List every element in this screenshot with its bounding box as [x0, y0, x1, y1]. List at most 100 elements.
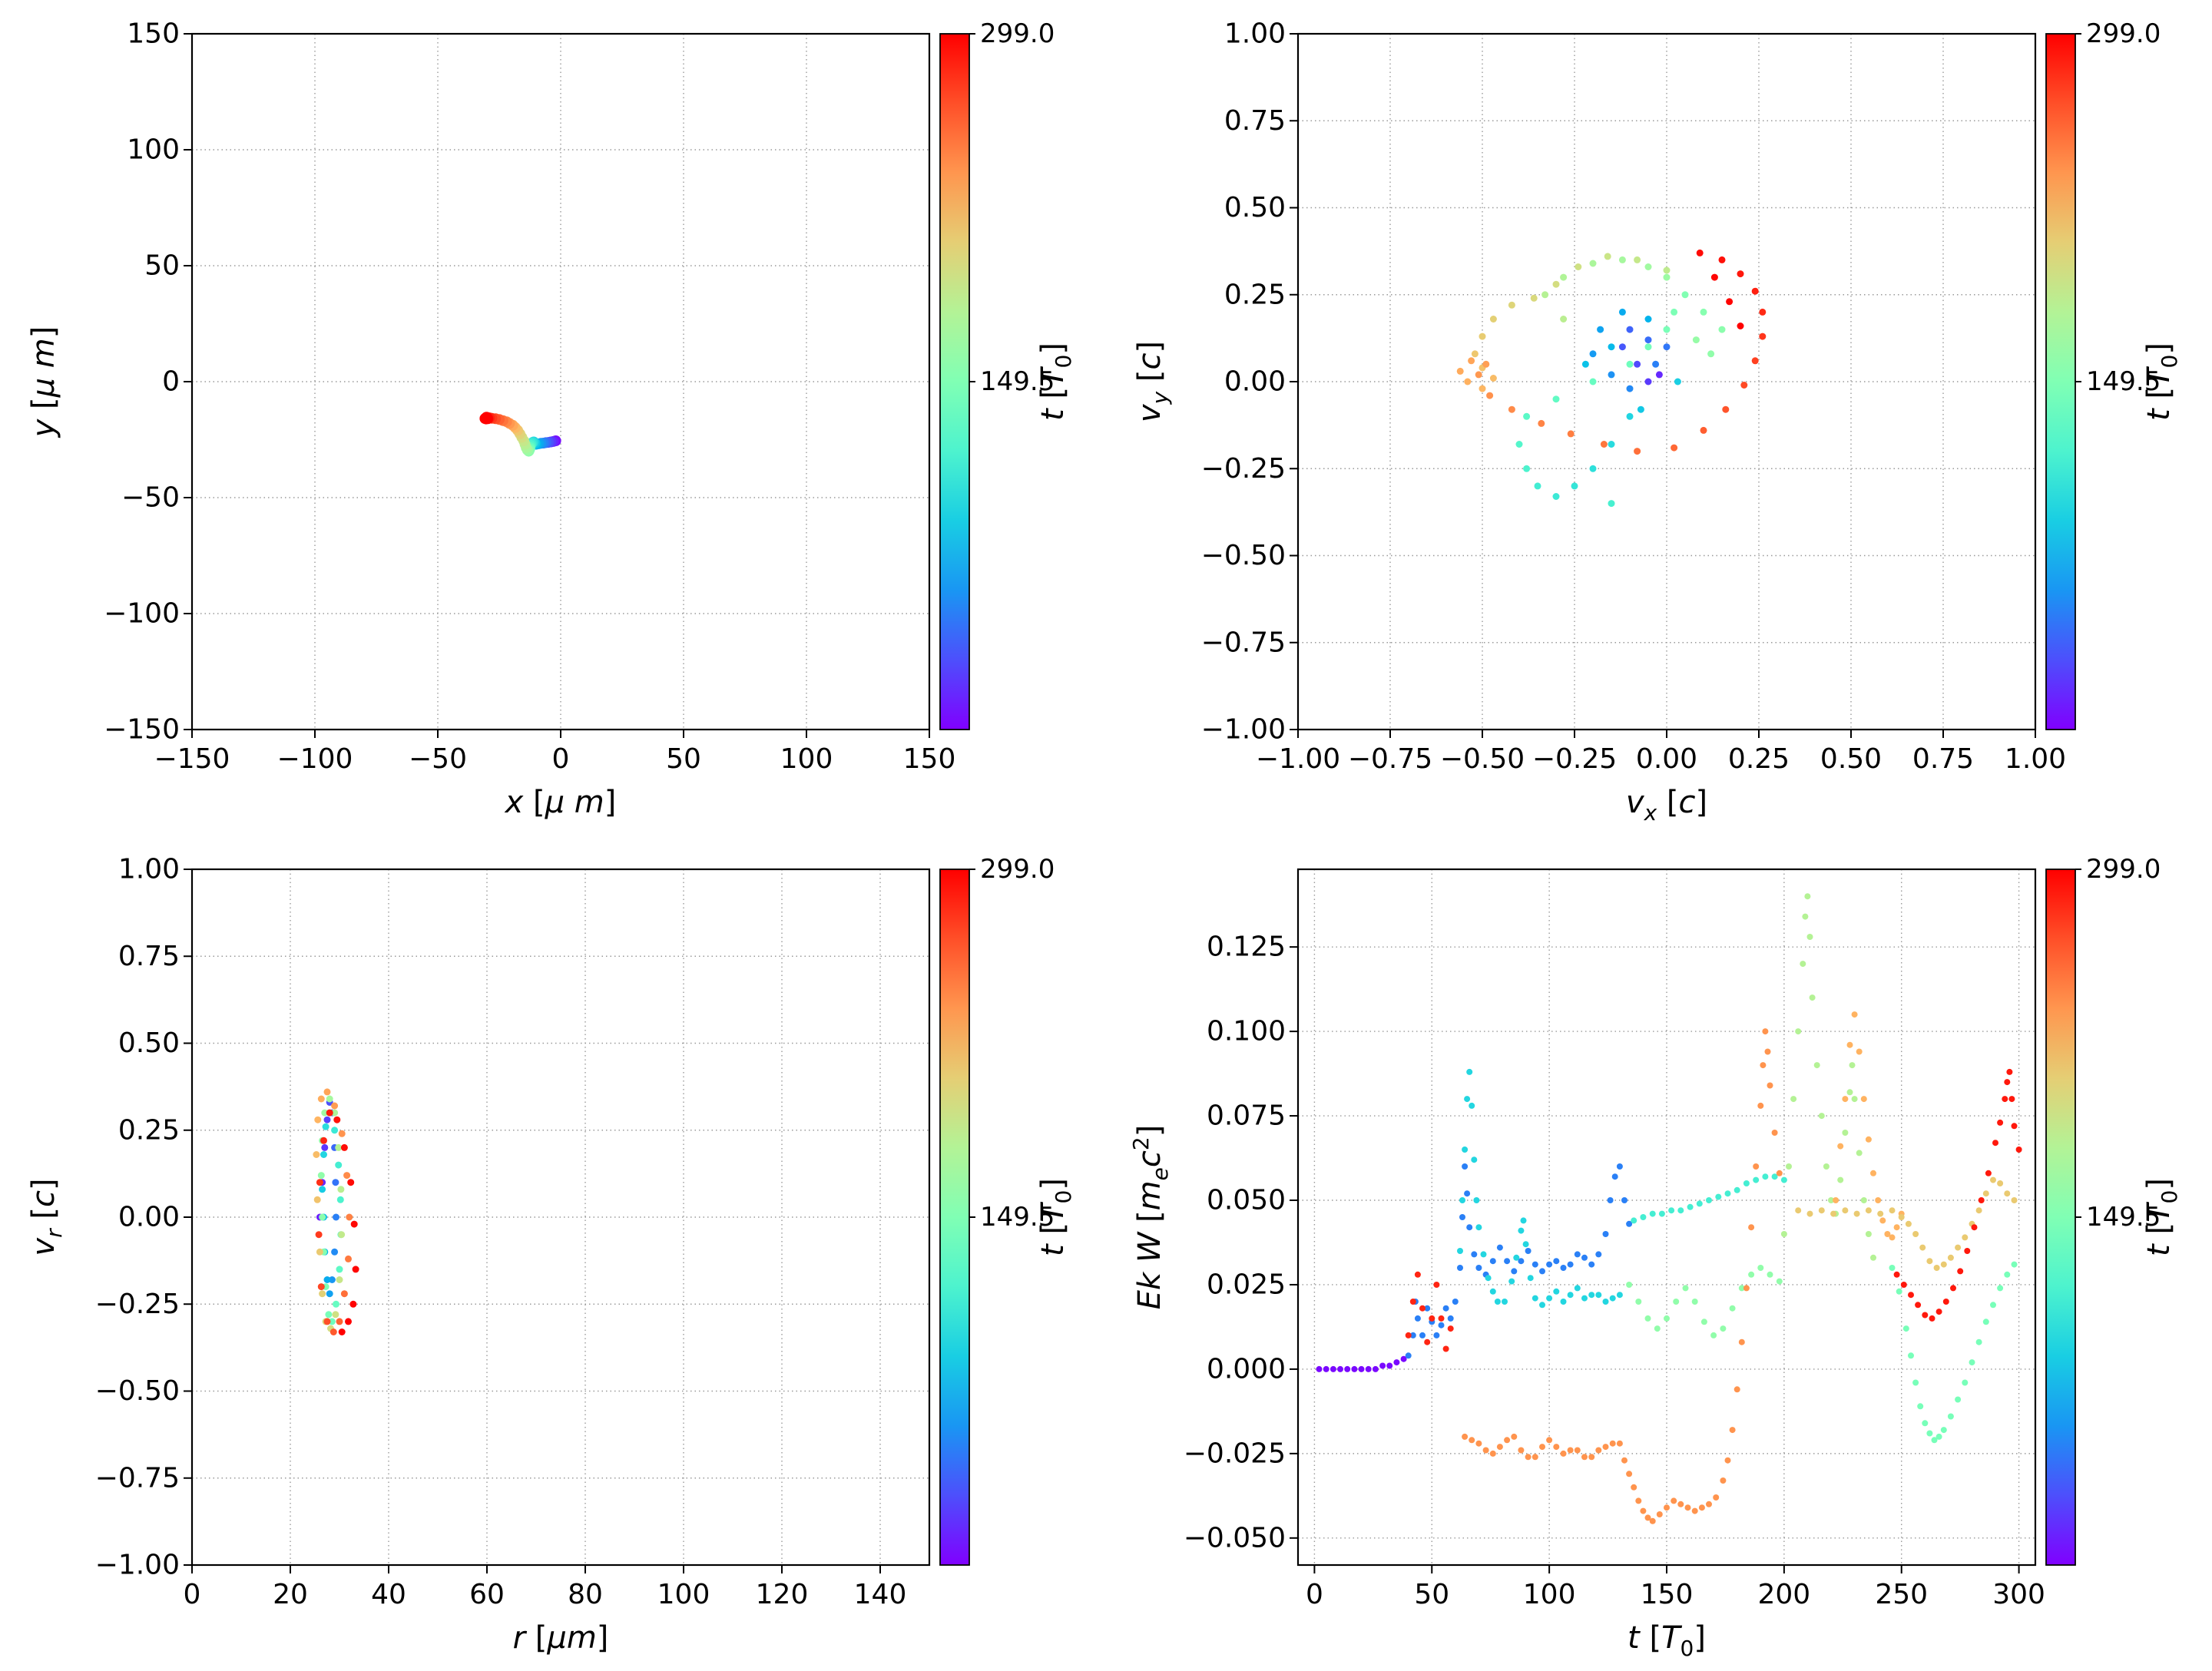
x-tick-label: 0 — [1306, 1579, 1323, 1610]
tick-marks — [1290, 33, 2036, 738]
y-tick-label: 0.25 — [118, 1114, 180, 1146]
y-tick-label: 1.00 — [118, 854, 180, 885]
colorbar-label: t [T0] — [1035, 342, 1076, 421]
tick-labels: 0 50 100 150 200 250 300 −0.050 −0.025 0.000 0.025… — [1184, 931, 2045, 1610]
y-tick-label: 100 — [127, 134, 180, 166]
colorbar-tick-label: 149.5 — [2086, 366, 2161, 397]
tick-marks — [1290, 946, 2020, 1573]
x-tick-label: 0.50 — [1820, 743, 1882, 775]
x-tick-label: −100 — [277, 743, 353, 775]
y-tick-label: 0.000 — [1207, 1353, 1286, 1385]
y-axis-label: y [μ m] — [26, 326, 61, 438]
scatter-points — [1316, 893, 2022, 1524]
subplot-position-xy: −150 −100 −50 0 50 100 150 −150 −100 −50 0 50 100 150… — [0, 0, 1106, 836]
x-tick-label: 50 — [666, 743, 701, 775]
x-tick-label: 120 — [756, 1579, 809, 1610]
x-tick-label: 1.00 — [2005, 743, 2066, 775]
x-tick-label: −50 — [409, 743, 467, 775]
y-tick-label: −1.00 — [1201, 714, 1286, 746]
x-tick-label: 200 — [1758, 1579, 1811, 1610]
chart-energy-time: 0 50 100 150 200 250 300 −0.050 −0.025 0.000 0.025… — [1128, 854, 2182, 1661]
chart-position-xy: −150 −100 −50 0 50 100 150 −150 −100 −50 0 50 100 150… — [26, 18, 1076, 821]
x-tick-label: 40 — [371, 1579, 406, 1610]
x-tick-label: 150 — [903, 743, 956, 775]
y-tick-label: −0.25 — [1201, 453, 1286, 485]
x-tick-label: 100 — [1523, 1579, 1576, 1610]
y-tick-label: 0.025 — [1207, 1269, 1286, 1300]
y-tick-label: 0.25 — [1224, 279, 1286, 310]
colorbar-tick-label: 299.0 — [980, 854, 1055, 885]
tick-labels: −1.00 −0.75 −0.50 −0.25 0.00 0.25 0.50 0.75 1.00… — [1201, 18, 2066, 776]
y-axis-label: vr [c] — [26, 1178, 67, 1256]
y-tick-label: 0.075 — [1207, 1100, 1286, 1132]
y-tick-label: 50 — [144, 250, 180, 282]
x-tick-label: −0.50 — [1440, 743, 1525, 775]
x-tick-label: −1.00 — [1256, 743, 1340, 775]
x-tick-label: −0.75 — [1348, 743, 1432, 775]
x-axis-label: t [T0] — [1628, 1620, 1706, 1661]
y-tick-label: 0.100 — [1207, 1016, 1286, 1047]
y-tick-label: 0.50 — [1224, 192, 1286, 223]
x-tick-label: 0 — [552, 743, 570, 775]
y-axis-label: Ek W [mec2] — [1128, 1125, 1173, 1310]
x-tick-label: 60 — [469, 1579, 505, 1610]
colorbar — [940, 869, 969, 1565]
y-tick-label: −0.75 — [95, 1462, 180, 1494]
y-tick-label: 1.00 — [1224, 18, 1286, 50]
tick-marks — [184, 869, 881, 1573]
scatter-points — [479, 412, 561, 457]
tick-labels: −150 −100 −50 0 50 100 150 −150 −100 −50 0 50 100 150 — [104, 18, 955, 776]
x-tick-label: 140 — [854, 1579, 907, 1610]
x-axis-label: vx [c] — [1626, 785, 1707, 826]
x-axis-label: x [μ m] — [504, 785, 617, 820]
y-tick-label: 0.00 — [118, 1202, 180, 1233]
colorbar-label: t [T0] — [2141, 342, 2182, 421]
y-tick-label: −0.25 — [95, 1289, 180, 1320]
y-tick-label: −100 — [104, 598, 180, 630]
colorbar — [940, 34, 969, 730]
x-tick-label: 150 — [1641, 1579, 1694, 1610]
y-tick-label: 150 — [127, 18, 180, 50]
chart-r-vr: 0 20 40 60 80 100 120 140 −1.00 −0.75 −0.50 −0.25 0.… — [26, 854, 1076, 1656]
colorbar — [2046, 869, 2075, 1565]
y-tick-label: −0.75 — [1201, 627, 1286, 658]
y-tick-label: 0.050 — [1207, 1185, 1286, 1216]
x-axis-label: r [μm] — [513, 1620, 609, 1656]
colorbar-tick-label: 299.0 — [2086, 18, 2161, 49]
subplot-r-vr: 0 20 40 60 80 100 120 140 −1.00 −0.75 −0.50 −0.25 0.… — [0, 836, 1106, 1671]
subplot-velocity-xy: −1.00 −0.75 −0.50 −0.25 0.00 0.25 0.50 0.75 1.00… — [1106, 0, 2212, 836]
x-tick-label: 80 — [568, 1579, 603, 1610]
colorbar-label: t [T0] — [1035, 1178, 1076, 1256]
x-tick-label: 300 — [1992, 1579, 2045, 1610]
y-tick-label: −150 — [104, 714, 180, 746]
y-tick-label: 0.75 — [1224, 105, 1286, 137]
y-tick-label: 0.50 — [118, 1027, 180, 1059]
x-tick-label: 0.75 — [1912, 743, 1974, 775]
x-tick-label: 20 — [273, 1579, 308, 1610]
colorbar-label: t [T0] — [2141, 1178, 2182, 1256]
colorbar-tick-label: 299.0 — [2086, 854, 2161, 885]
chart-velocity-xy: −1.00 −0.75 −0.50 −0.25 0.00 0.25 0.50 0.75 1.00… — [1132, 18, 2182, 826]
y-tick-label: 0 — [162, 366, 180, 398]
x-tick-label: −150 — [154, 743, 230, 775]
scatter-points — [1456, 249, 1767, 508]
gridlines — [1298, 869, 2035, 1565]
colorbar-tick-label: 149.5 — [980, 366, 1055, 397]
y-tick-label: −50 — [121, 482, 180, 514]
tick-marks — [184, 33, 930, 738]
subplot-energy-time: 0 50 100 150 200 250 300 −0.050 −0.025 0.000 0.025… — [1106, 836, 2212, 1671]
x-tick-label: 0 — [184, 1579, 201, 1610]
y-tick-label: 0.75 — [118, 941, 180, 972]
colorbar-tick-label: 299.0 — [980, 18, 1055, 49]
y-tick-label: −0.50 — [95, 1375, 180, 1407]
x-tick-label: 50 — [1414, 1579, 1449, 1610]
x-tick-label: 250 — [1875, 1579, 1928, 1610]
x-tick-label: 100 — [657, 1579, 710, 1610]
y-tick-label: 0.00 — [1224, 366, 1286, 398]
x-tick-label: 100 — [780, 743, 833, 775]
y-tick-label: 0.125 — [1207, 931, 1286, 963]
colorbar — [2046, 34, 2075, 730]
y-tick-label: −0.025 — [1184, 1438, 1286, 1469]
y-tick-label: −0.050 — [1184, 1522, 1286, 1554]
